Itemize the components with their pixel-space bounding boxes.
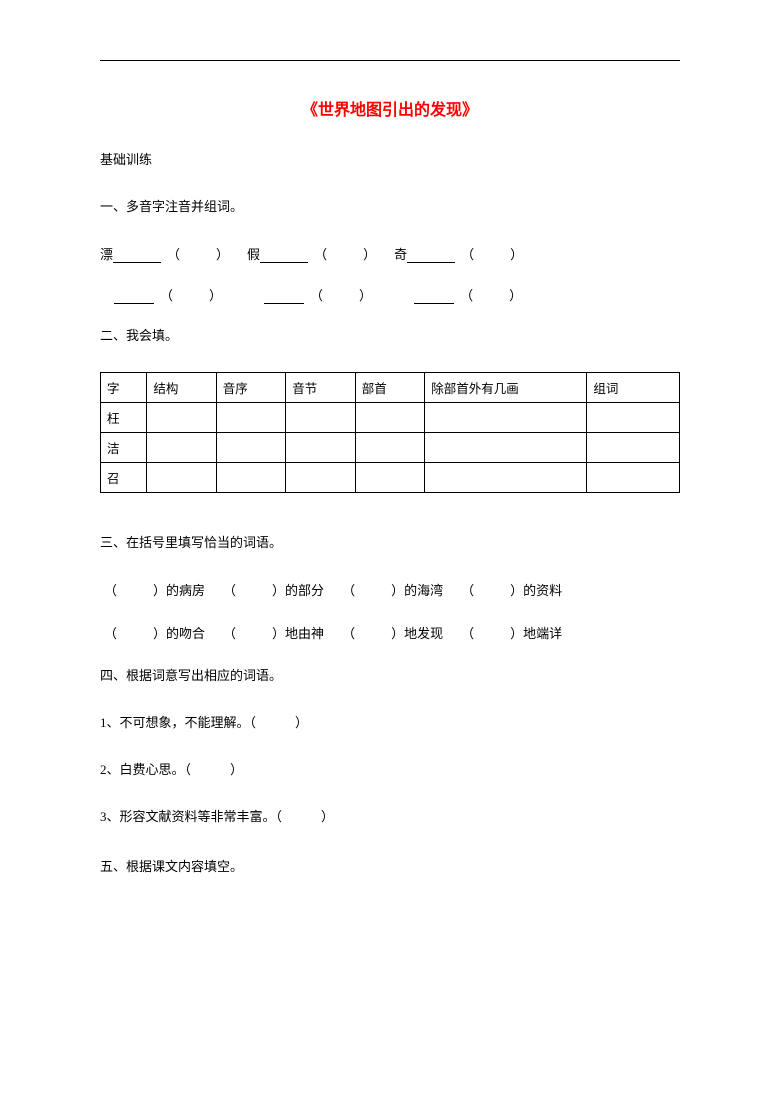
sect4-item: 3、形容文献资料等非常丰富。（ ） <box>100 807 680 828</box>
col-word: 组词 <box>587 373 680 403</box>
worksheet-page: 《世界地图引出的发现》 基础训练 一、多音字注音并组词。 漂 （） 假 （） 奇… <box>100 60 680 1065</box>
blank-line[interactable] <box>113 249 161 263</box>
col-bushou: 部首 <box>355 373 424 403</box>
fill-label: ）的吻合 <box>153 626 205 641</box>
row-char: 枉 <box>101 403 147 433</box>
fill-label: ）地端详 <box>510 626 562 641</box>
blank-line[interactable] <box>260 249 308 263</box>
subtitle: 基础训练 <box>100 150 680 171</box>
fill-label: ）地发现 <box>391 626 443 641</box>
sect4-item: 2、白费心思。（ ） <box>100 760 680 781</box>
sect3-heading: 三、在括号里填写恰当的词语。 <box>100 533 680 554</box>
col-struct: 结构 <box>147 373 216 403</box>
sect4-item: 1、不可想象，不能理解。（ ） <box>100 713 680 734</box>
sect3-row1: （）的病房 （）的部分 （）的海湾 （）的资料 <box>100 580 680 599</box>
col-char: 字 <box>101 373 147 403</box>
char-piao: 漂 <box>100 244 113 263</box>
sect4-heading: 四、根据词意写出相应的词语。 <box>100 666 680 687</box>
blank-line[interactable] <box>264 290 304 304</box>
table-row: 洁 <box>101 433 680 463</box>
row-char: 召 <box>101 463 147 493</box>
col-strokes: 除部首外有几画 <box>425 373 587 403</box>
row-char: 洁 <box>101 433 147 463</box>
table-row: 枉 <box>101 403 680 433</box>
char-jia: 假 <box>247 244 260 263</box>
sect3-row2: （）的吻合 （）地由神 （）地发现 （）地端详 <box>100 623 680 642</box>
blank-line[interactable] <box>414 290 454 304</box>
sect2-heading: 二、我会填。 <box>100 326 680 347</box>
blank-line[interactable] <box>114 290 154 304</box>
fill-label: ）的病房 <box>153 583 205 598</box>
char-table: 字 结构 音序 音节 部首 除部首外有几画 组词 枉 洁 召 <box>100 372 680 493</box>
fill-label: ）的资料 <box>510 583 562 598</box>
table-row: 召 <box>101 463 680 493</box>
table-header-row: 字 结构 音序 音节 部首 除部首外有几画 组词 <box>101 373 680 403</box>
top-rule <box>100 60 680 61</box>
col-yinxu: 音序 <box>216 373 285 403</box>
fill-label: ）的海湾 <box>391 583 443 598</box>
sect5-heading: 五、根据课文内容填空。 <box>100 857 680 878</box>
page-title: 《世界地图引出的发现》 <box>100 96 680 120</box>
fill-label: ）的部分 <box>272 583 324 598</box>
sect1-row2: （） （） （） <box>100 285 680 304</box>
col-yinjie: 音节 <box>286 373 355 403</box>
blank-line[interactable] <box>407 249 455 263</box>
sect1-heading: 一、多音字注音并组词。 <box>100 197 680 218</box>
sect1-row1: 漂 （） 假 （） 奇 （） <box>100 244 680 263</box>
char-qi: 奇 <box>394 244 407 263</box>
fill-label: ）地由神 <box>272 626 324 641</box>
